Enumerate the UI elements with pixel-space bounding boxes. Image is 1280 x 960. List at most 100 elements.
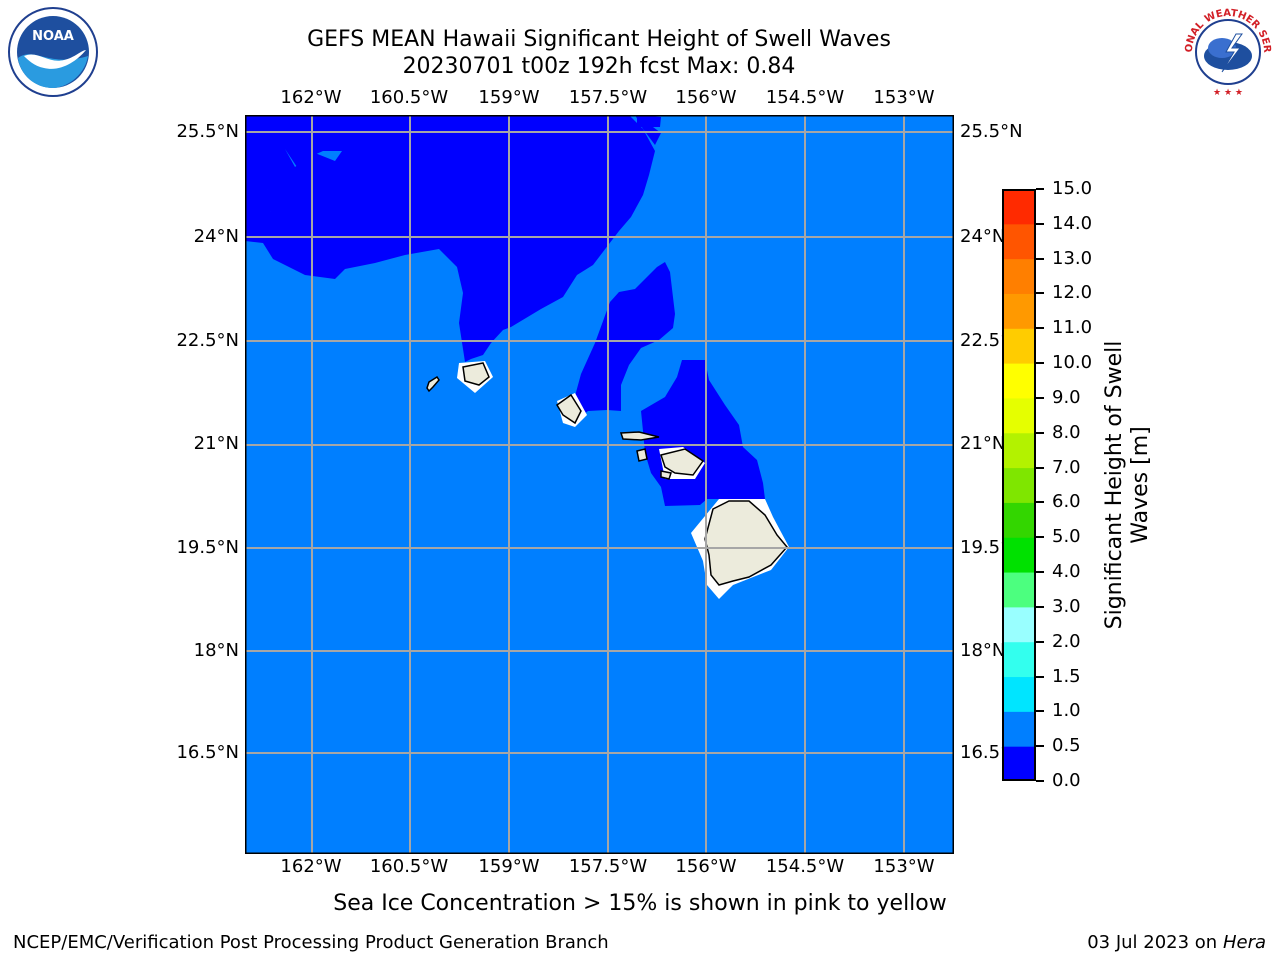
colorbar-segment [1002, 328, 1036, 364]
lon-tick-bottom: 153°W [873, 856, 935, 877]
lat-tick-right: 18°N [960, 640, 1006, 661]
lon-tick-bottom: 162°W [280, 856, 342, 877]
colorbar-frame [1002, 189, 1036, 781]
colorbar-segment [1002, 432, 1036, 469]
colorbar-tick-label: 1.5 [1052, 665, 1081, 687]
maui-island [660, 448, 705, 476]
colorbar-tick-label: 2.0 [1052, 630, 1081, 652]
lon-tick-top: 153°W [873, 87, 935, 108]
colorbar-tick-label: 15.0 [1052, 178, 1093, 199]
lon-tick-top: 160.5°W [369, 87, 449, 108]
colorbar-tick-mark [1036, 780, 1044, 782]
colorbar-tick-mark [1036, 327, 1044, 330]
lon-tick-bottom: 159°W [478, 856, 540, 877]
colorbar-segment [1002, 363, 1036, 399]
islands [426, 362, 788, 586]
footer-date-text: 03 Jul 2023 on [1087, 932, 1218, 953]
map-gridlines [245, 115, 954, 854]
svg-text:★ ★ ★: ★ ★ ★ [1213, 88, 1243, 98]
swell-height-map [245, 115, 954, 854]
niihau-island [426, 375, 440, 393]
footer-date: 03 Jul 2023 on Hera [1087, 932, 1266, 954]
colorbar-tick-label: 5.0 [1052, 526, 1081, 548]
colorbar-tick-mark [1036, 292, 1044, 295]
colorbar-segment [1002, 258, 1036, 294]
colorbar [1002, 189, 1036, 781]
colorbar-tick-mark [1036, 188, 1044, 190]
lon-tick-top: 157.5°W [568, 87, 648, 108]
noaa-logo: NOAA [8, 7, 98, 97]
footer-credit: NCEP/EMC/Verification Post Processing Pr… [13, 932, 609, 953]
colorbar-tick-label: 7.0 [1052, 456, 1081, 478]
lon-tick-top: 154.5°W [765, 87, 845, 108]
colorbar-tick-label: 3.0 [1052, 595, 1081, 617]
colorbar-tick-mark [1036, 745, 1044, 748]
colorbar-tick-mark [1036, 431, 1044, 434]
map-title: GEFS MEAN Hawaii Significant Height of S… [307, 27, 891, 52]
colorbar-tick-label: 9.0 [1052, 386, 1081, 408]
colorbar-tick-label: 11.0 [1052, 317, 1093, 339]
colorbar-segment [1002, 606, 1036, 643]
oahu-island [556, 393, 582, 425]
sea-ice-note: Sea Ice Concentration > 15% is shown in … [333, 891, 947, 916]
footer-host: Hera [1222, 932, 1266, 953]
colorbar-tick-mark [1036, 222, 1044, 225]
colorbar-tick-mark [1036, 396, 1044, 399]
colorbar-tick-label: 14.0 [1052, 212, 1093, 234]
colorbar-segment [1002, 676, 1036, 712]
colorbar-segment [1002, 467, 1036, 503]
colorbar-segment [1002, 502, 1036, 538]
map-subtitle: 20230701 t00z 192h fcst Max: 0.84 [402, 54, 796, 79]
lat-tick-left: 22.5°N [176, 330, 239, 351]
colorbar-tick-mark [1036, 362, 1044, 365]
colorbar-segment [1002, 572, 1036, 608]
swell-region-low [245, 115, 661, 362]
lat-tick-right: 24°N [960, 226, 1006, 247]
lat-tick-left: 21°N [193, 433, 239, 454]
colorbar-segment [1002, 537, 1036, 573]
lon-tick-bottom: 154.5°W [765, 856, 845, 877]
colorbar-tick-label: 0.0 [1052, 770, 1081, 791]
lat-tick-left: 16.5°N [176, 742, 239, 763]
colorbar-tick-mark [1036, 675, 1044, 678]
lon-tick-bottom: 156°W [675, 856, 737, 877]
molokai-island [619, 431, 660, 441]
lat-tick-right: 25.5°N [960, 121, 1023, 142]
lat-tick-left: 18°N [193, 640, 239, 661]
colorbar-tick-label: 1.0 [1052, 700, 1081, 722]
colorbar-segment [1002, 746, 1036, 781]
lat-tick-right: 21°N [960, 433, 1006, 454]
colorbar-tick-mark [1036, 501, 1044, 504]
colorbar-tick-label: 6.0 [1052, 491, 1081, 513]
colorbar-segment [1002, 293, 1036, 329]
lat-tick-left: 25.5°N [176, 121, 239, 142]
lon-tick-top: 159°W [478, 87, 540, 108]
lon-tick-top: 156°W [675, 87, 737, 108]
colorbar-tick-mark [1036, 571, 1044, 574]
colorbar-tick-mark [1036, 257, 1044, 260]
noaa-logo-text: NOAA [32, 29, 74, 44]
colorbar-tick-label: 13.0 [1052, 247, 1093, 269]
colorbar-tick-mark [1036, 536, 1044, 539]
colorbar-tick-label: 4.0 [1052, 561, 1081, 583]
colorbar-label: Significant Height of Swell Waves [m] [1102, 340, 1153, 630]
kahoolawe-island [660, 470, 672, 480]
colorbar-tick-label: 12.0 [1052, 282, 1093, 304]
lanai-island [636, 448, 648, 462]
colorbar-tick-mark [1036, 640, 1044, 643]
colorbar-tick-label: 8.0 [1052, 421, 1081, 443]
big-island [704, 500, 788, 586]
colorbar-segment [1002, 223, 1036, 260]
lat-tick-left: 24°N [193, 226, 239, 247]
colorbar-segment [1002, 189, 1036, 225]
lon-tick-bottom: 160.5°W [369, 856, 449, 877]
kauai-island [462, 362, 490, 386]
map-frame [245, 115, 954, 854]
colorbar-segment [1002, 711, 1036, 747]
colorbar-tick-mark [1036, 710, 1044, 713]
lat-tick-left: 19.5°N [176, 537, 239, 558]
lon-tick-top: 162°W [280, 87, 342, 108]
lon-tick-bottom: 157.5°W [568, 856, 648, 877]
colorbar-segment [1002, 397, 1036, 434]
colorbar-tick-mark [1036, 466, 1044, 469]
